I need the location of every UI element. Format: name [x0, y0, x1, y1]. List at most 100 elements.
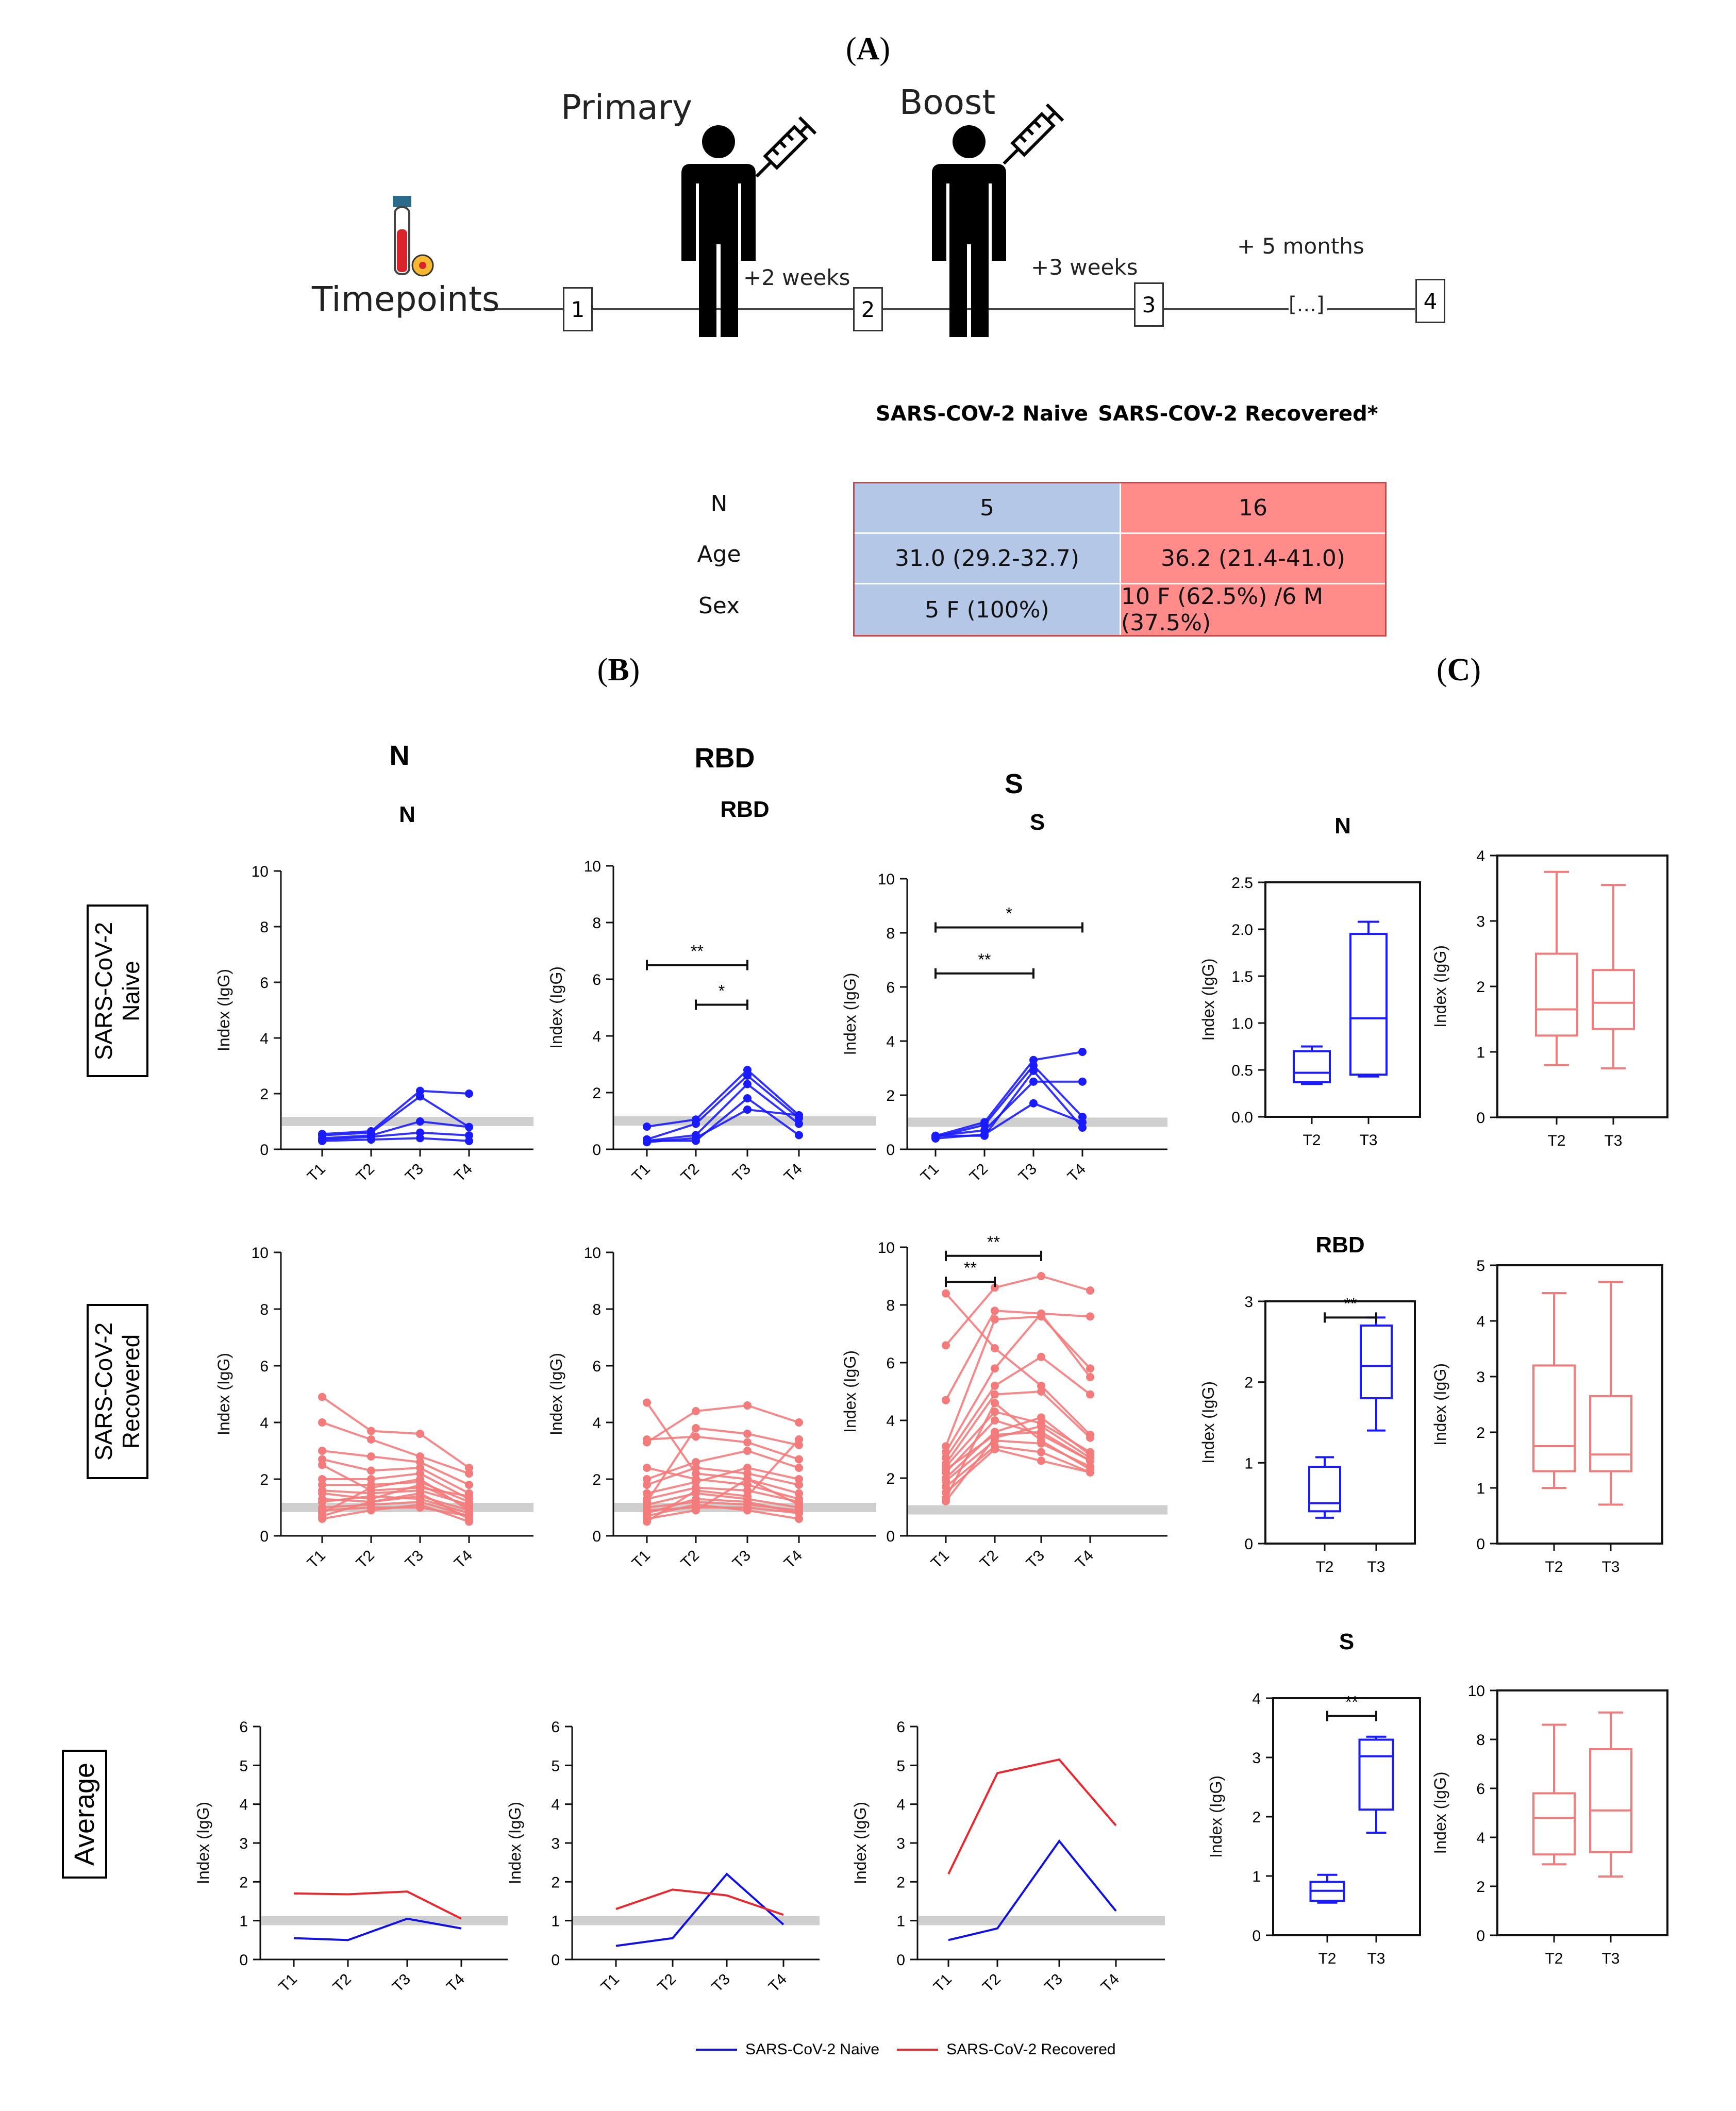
subject-line	[322, 1478, 470, 1514]
data-point	[416, 1469, 424, 1478]
syringe-icon-boost	[1003, 103, 1064, 165]
y-tick-label: 3	[551, 1835, 560, 1852]
box-iqr	[1532, 1364, 1576, 1472]
data-point	[416, 1483, 424, 1492]
y-axis-label: Index (IgG)	[194, 1802, 212, 1884]
data-point	[416, 1092, 424, 1101]
x-tick-label: T4	[781, 1161, 806, 1185]
primary-label: Primary	[561, 88, 693, 127]
data-point	[643, 1122, 651, 1131]
box-iqr	[1360, 1325, 1393, 1399]
interval-2: +3 weeks	[1031, 255, 1138, 280]
x-tick-label: T1	[304, 1547, 329, 1572]
subject-line	[647, 1097, 800, 1142]
table-cell-naive: 5 F (100%)	[855, 584, 1121, 635]
person-icon-primary	[681, 125, 756, 337]
data-point	[942, 1477, 950, 1485]
y-tick-label: 2	[886, 1470, 895, 1487]
data-point	[692, 1500, 700, 1509]
data-point	[318, 1515, 326, 1523]
plot-frame	[1496, 1689, 1668, 1936]
data-point	[692, 1424, 700, 1432]
y-tick-label: 6	[592, 1358, 601, 1375]
data-point	[465, 1506, 473, 1515]
y-tick-label: 4	[1476, 848, 1485, 865]
data-point	[416, 1500, 424, 1509]
column-title-n: N	[389, 740, 410, 771]
box-iqr	[1535, 952, 1578, 1037]
data-point	[1086, 1456, 1094, 1465]
y-tick-label: 2	[1476, 1879, 1485, 1896]
x-tick-label: T3	[1367, 1950, 1385, 1967]
y-tick-label: 4	[260, 1415, 269, 1432]
data-point	[367, 1475, 375, 1483]
x-tick-label: T3	[729, 1547, 754, 1572]
subject-line	[322, 1492, 470, 1520]
data-point	[318, 1455, 326, 1464]
subject-line	[945, 1439, 1091, 1482]
y-tick-label: 1	[1252, 1868, 1261, 1885]
y-tick-label: 6	[886, 1355, 895, 1372]
data-point	[743, 1438, 752, 1447]
data-point	[942, 1341, 950, 1350]
data-point	[416, 1458, 424, 1466]
subject-line	[945, 1425, 1091, 1502]
person-icon-boost	[932, 125, 1006, 337]
y-tick-label: 10	[584, 1245, 601, 1262]
x-tick-label: T2	[1545, 1950, 1563, 1967]
y-tick-label: 8	[260, 1301, 269, 1318]
significance-label: **	[987, 1233, 1000, 1251]
data-point	[643, 1495, 651, 1503]
data-point	[465, 1122, 473, 1131]
ellipsis: [...]	[1289, 293, 1325, 316]
x-tick-label: T3	[402, 1161, 427, 1185]
data-point	[991, 1381, 999, 1390]
subject-line	[322, 1500, 470, 1517]
y-tick-label: 10	[252, 1245, 269, 1262]
data-point	[318, 1498, 326, 1506]
data-point	[991, 1399, 999, 1408]
legend-label-recovered: SARS-CoV-2 Recovered	[946, 2041, 1116, 2058]
subject-line	[945, 1315, 1091, 1447]
y-axis-label: Index (IgG)	[851, 1802, 870, 1884]
y-axis-label: Index (IgG)	[1431, 945, 1449, 1028]
box-iqr	[1589, 1748, 1632, 1853]
y-tick-label: 4	[239, 1797, 248, 1814]
y-axis-label: Index (IgG)	[841, 973, 859, 1055]
data-point	[795, 1481, 803, 1489]
data-point	[318, 1489, 326, 1498]
x-tick-label: T3	[729, 1161, 754, 1185]
column-title-rbd: RBD	[694, 743, 755, 774]
data-point	[795, 1119, 803, 1128]
data-point	[643, 1475, 651, 1483]
y-tick-label: 0	[1252, 1928, 1261, 1945]
table-cell-naive: 31.0 (29.2-32.7)	[855, 534, 1121, 584]
y-tick-label: 3	[239, 1835, 248, 1852]
data-point	[318, 1136, 326, 1145]
data-point	[1037, 1428, 1045, 1436]
y-tick-label: 1	[1476, 1480, 1485, 1497]
data-point	[465, 1492, 473, 1500]
y-tick-label: 0	[1476, 1536, 1485, 1553]
panel-label-a: (A)	[845, 31, 891, 66]
y-tick-label: 0	[551, 1952, 560, 1969]
subject-line	[646, 1074, 800, 1141]
data-point	[416, 1452, 424, 1461]
significance-label: **	[1344, 1294, 1357, 1313]
box-iqr	[1589, 1395, 1632, 1472]
data-point	[1037, 1413, 1045, 1422]
x-tick-label: T3	[1367, 1559, 1385, 1576]
data-point	[991, 1283, 999, 1292]
data-point	[991, 1364, 999, 1373]
data-point	[743, 1481, 752, 1489]
demographics-table: 5 16 31.0 (29.2-32.7) 36.2 (21.4-41.0) 5…	[853, 482, 1387, 636]
y-tick-label: 2.0	[1231, 922, 1253, 939]
subject-line	[646, 1438, 800, 1523]
y-tick-label: 0	[1244, 1536, 1253, 1553]
data-point	[692, 1136, 700, 1145]
data-point	[416, 1134, 424, 1143]
data-point	[743, 1105, 752, 1114]
threshold-band	[614, 1116, 876, 1126]
subject-line	[945, 1431, 1091, 1470]
data-point	[743, 1475, 752, 1483]
